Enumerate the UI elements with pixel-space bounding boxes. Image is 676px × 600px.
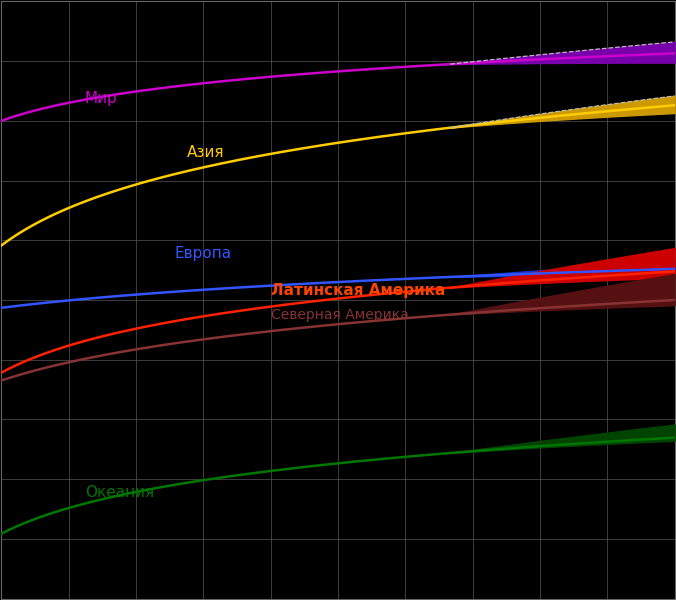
Text: Латинская Америка: Латинская Америка (270, 283, 445, 298)
Text: Азия: Азия (187, 145, 225, 160)
Text: Северная Америка: Северная Америка (270, 308, 408, 322)
Text: Европа: Европа (174, 247, 232, 262)
Text: Мир: Мир (84, 91, 118, 106)
Text: Океания: Океания (84, 485, 154, 500)
